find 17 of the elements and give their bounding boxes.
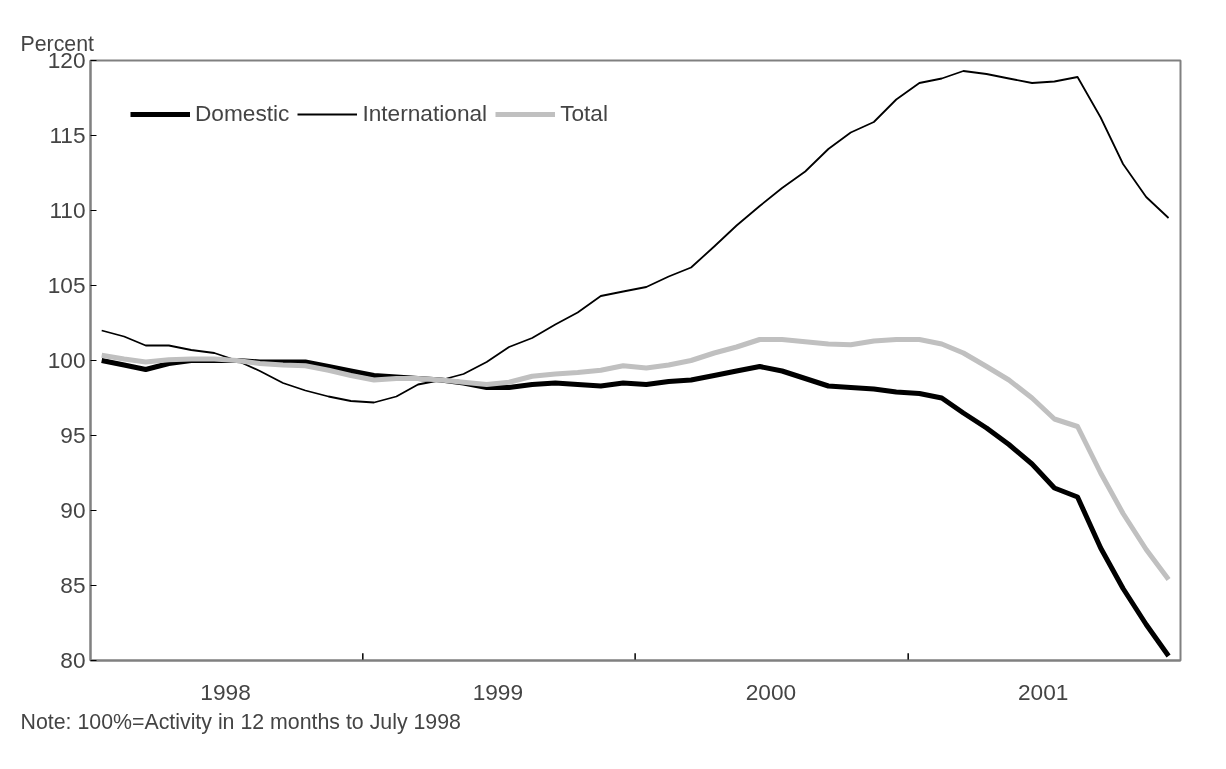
- y-tick-label: 105: [47, 272, 86, 298]
- x-tick-label: 1999: [472, 678, 524, 705]
- y-tick-label: 85: [60, 572, 86, 598]
- x-tick-label: 1998: [200, 678, 251, 705]
- text: Note: 100%=Activity in 12 months to July 1998: [20, 709, 461, 734]
- line-series: [100, 70, 1170, 404]
- legend-label: Domestic: [195, 100, 290, 127]
- x-tick-label: 2001: [1018, 678, 1069, 705]
- y-tick-label: 115: [49, 122, 86, 148]
- x-tick-label: 2000: [745, 678, 797, 705]
- legend-label: International: [362, 100, 488, 127]
- y-tick-label: 110: [49, 197, 86, 223]
- y-tick-label: 100: [47, 347, 86, 373]
- y-tick-label: 80: [60, 647, 86, 673]
- legend-label: Total: [560, 100, 608, 127]
- y-tick-label: 95: [60, 422, 86, 448]
- y-tick-label: 90: [60, 497, 86, 523]
